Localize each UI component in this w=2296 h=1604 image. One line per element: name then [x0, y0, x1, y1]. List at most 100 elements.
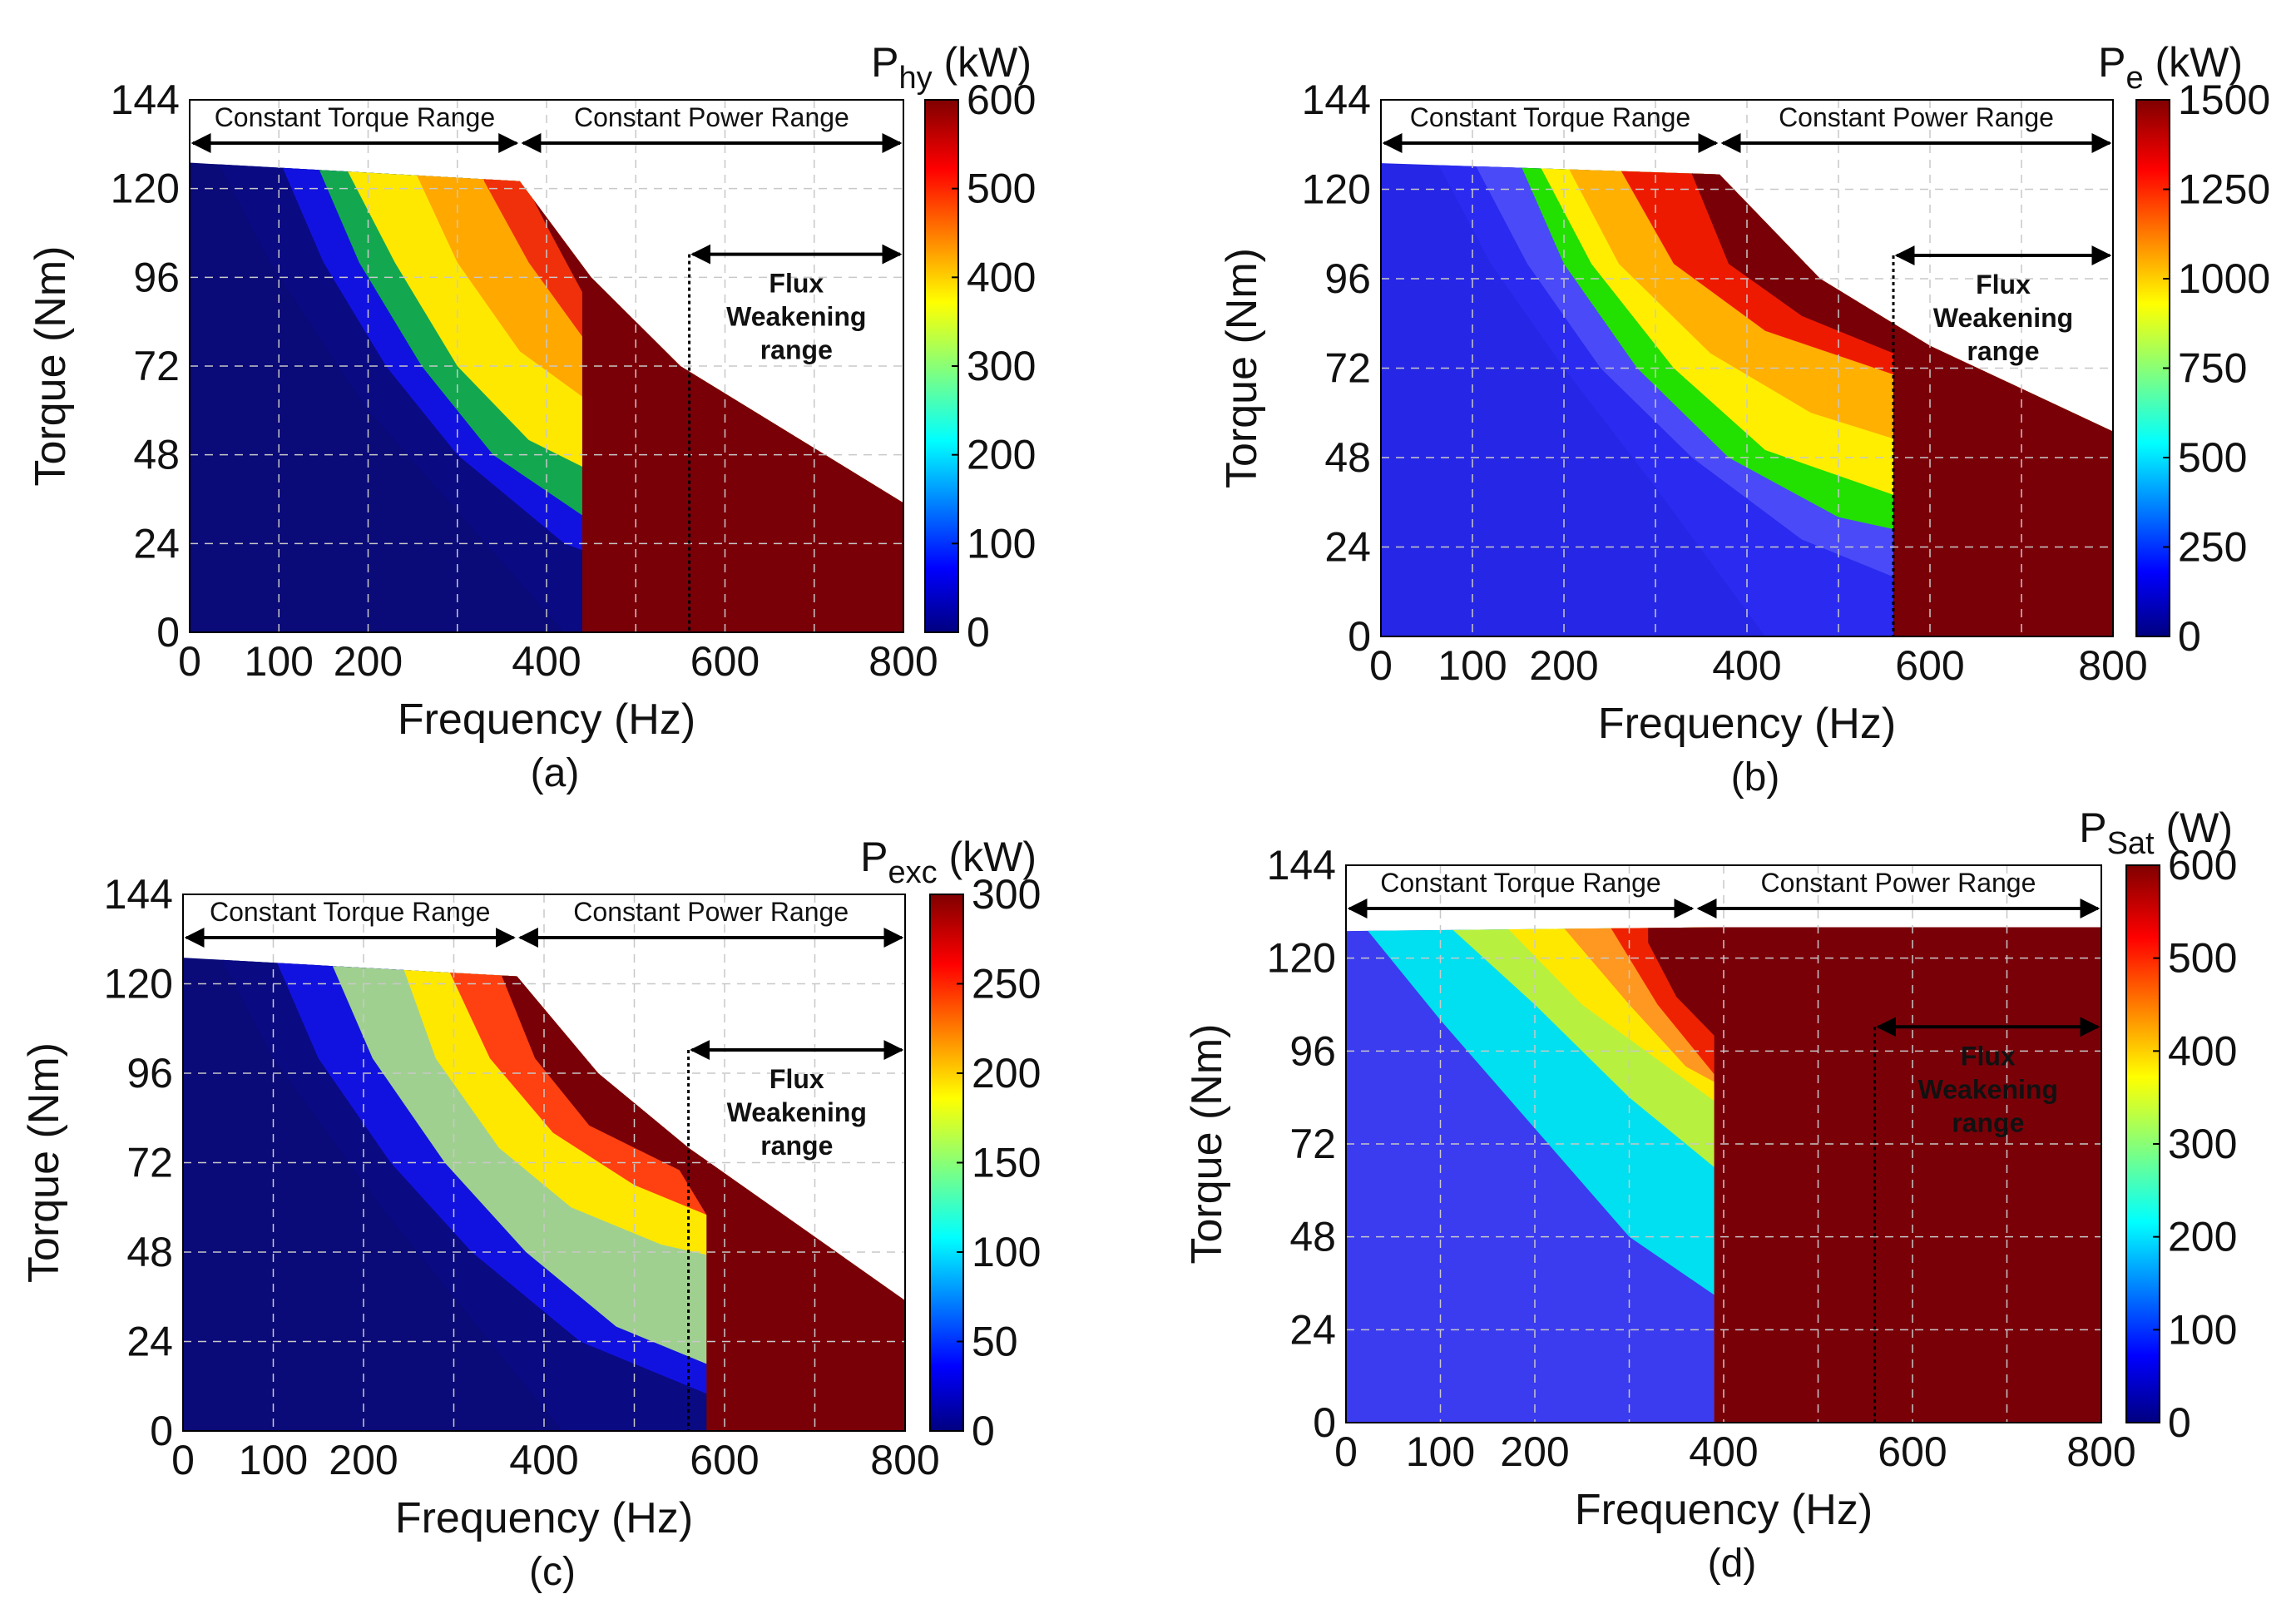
colorbar-tick-label: 150	[972, 1140, 1041, 1186]
constant-torque-label: Constant Torque Range	[1410, 102, 1690, 132]
colorbar-tick-label: 1500	[2178, 77, 2270, 123]
colorbar-tick-label: 300	[2168, 1121, 2237, 1167]
colorbar-tick-label: 400	[2168, 1027, 2237, 1074]
x-tick-label: 0	[171, 1437, 195, 1483]
x-tick-label: 600	[1878, 1428, 1947, 1475]
y-tick-label: 0	[1348, 613, 1371, 660]
colorbar-title: Pexc (kW)	[860, 834, 1037, 890]
plot-frame	[1380, 99, 2114, 637]
y-tick-label: 120	[111, 166, 180, 212]
heatmap-area	[1346, 865, 2101, 1423]
y-tick-label: 0	[156, 609, 180, 656]
flux-weakening-label: Weakening	[726, 302, 866, 332]
constant-torque-label: Constant Torque Range	[1380, 868, 1660, 898]
flux-weakening-label: Flux	[769, 1064, 824, 1094]
grid	[183, 894, 905, 1431]
x-tick-label: 0	[178, 638, 201, 685]
subplot-label: (a)	[531, 751, 580, 795]
subplot-a: Constant Torque Range Constant Power Rang…	[27, 39, 1036, 795]
y-tick-label: 0	[1313, 1399, 1336, 1446]
flux-weakening-label: Weakening	[1918, 1074, 2058, 1104]
constant-power-label: Constant Power Range	[1761, 868, 2036, 898]
y-tick-label: 48	[1324, 434, 1371, 481]
grid	[1381, 100, 2113, 636]
colorbar-tick-label: 1000	[2178, 255, 2270, 302]
x-axis-label: Frequency (Hz)	[398, 696, 695, 744]
y-tick-label: 96	[126, 1050, 173, 1097]
y-tick-label: 96	[133, 254, 180, 300]
colorbar-tick-label: 250	[2178, 524, 2247, 571]
y-tick-label: 120	[104, 961, 173, 1007]
y-tick-label: 96	[1324, 255, 1371, 302]
x-tick-label: 200	[1500, 1428, 1569, 1475]
colorbar-tick-label: 300	[972, 871, 1041, 918]
colorbar-tick-label: 600	[2168, 842, 2237, 889]
subplot-c: Constant Torque Range Constant Power Rang…	[20, 834, 1041, 1594]
x-tick-label: 0	[1334, 1428, 1358, 1475]
colorbar-tick-label: 300	[967, 343, 1036, 389]
y-tick-label: 24	[133, 520, 180, 567]
y-tick-label: 144	[1267, 842, 1336, 889]
x-tick-label: 600	[690, 1437, 759, 1483]
plot-frame	[1345, 864, 2102, 1423]
colorbar-title: PSat (W)	[2079, 804, 2233, 861]
colorbar-title: Phy (kW)	[871, 39, 1032, 96]
x-tick-label: 100	[1437, 642, 1507, 689]
colorbar-tick-label: 100	[2168, 1306, 2237, 1353]
colorbar-tick-label: 500	[2178, 434, 2247, 481]
colorbar-title: Pe (kW)	[2098, 39, 2243, 96]
colorbar-tick-label: 0	[972, 1408, 995, 1454]
x-tick-label: 400	[512, 638, 581, 685]
flux-weakening-label: Flux	[1961, 1041, 2016, 1071]
x-tick-label: 200	[329, 1437, 398, 1483]
constant-power-label: Constant Power Range	[573, 897, 849, 927]
x-tick-label: 100	[245, 638, 314, 685]
colorbar-tick-label: 100	[972, 1229, 1041, 1275]
x-tick-label: 600	[690, 638, 760, 685]
flux-weakening-label: range	[1952, 1107, 2024, 1137]
flux-weakening-label: range	[1967, 336, 2039, 366]
y-axis-label: Torque (Nm)	[27, 246, 75, 487]
constant-torque-label: Constant Torque Range	[215, 102, 495, 132]
y-tick-label: 72	[1289, 1121, 1336, 1167]
colorbar-tick-label: 200	[972, 1050, 1041, 1097]
x-tick-label: 100	[1406, 1428, 1475, 1475]
subplot-label: (b)	[1731, 755, 1780, 800]
flux-weakening-label: Weakening	[1933, 303, 2073, 333]
x-tick-label: 100	[239, 1437, 308, 1483]
y-tick-label: 120	[1302, 166, 1371, 213]
x-tick-label: 400	[509, 1437, 578, 1483]
x-tick-label: 200	[334, 638, 403, 685]
y-tick-label: 48	[1289, 1214, 1336, 1260]
y-tick-label: 24	[126, 1319, 173, 1365]
x-tick-label: 200	[1529, 642, 1598, 689]
colorbar-tick-label: 0	[2178, 613, 2201, 660]
y-axis-label: Torque (Nm)	[20, 1042, 68, 1283]
plot-frame	[182, 894, 906, 1432]
y-tick-label: 48	[126, 1229, 173, 1275]
y-tick-label: 72	[1324, 345, 1371, 392]
colorbar-tick-label: 100	[967, 520, 1036, 567]
y-tick-label: 144	[104, 871, 173, 918]
grid	[1346, 865, 2101, 1423]
flux-weakening-label: Weakening	[727, 1097, 867, 1127]
x-tick-label: 0	[1369, 642, 1393, 689]
flux-weakening-label: Flux	[769, 269, 824, 299]
colorbar-tick-label: 250	[972, 961, 1041, 1007]
plot-frame	[189, 99, 904, 633]
subplot-d: Constant Torque Range Constant Power Rang…	[1183, 804, 2237, 1586]
y-tick-label: 24	[1324, 524, 1371, 571]
constant-torque-label: Constant Torque Range	[210, 897, 490, 927]
y-axis-label: Torque (Nm)	[1183, 1024, 1231, 1265]
subplot-label: (d)	[1708, 1542, 1757, 1586]
x-tick-label: 800	[868, 638, 938, 685]
colorbar-tick-label: 200	[967, 432, 1036, 478]
flux-weakening-label: range	[760, 1131, 833, 1161]
y-tick-label: 0	[150, 1408, 173, 1454]
y-tick-label: 24	[1289, 1306, 1336, 1353]
constant-power-label: Constant Power Range	[574, 102, 849, 132]
y-tick-label: 72	[133, 343, 180, 389]
colorbar-tick-label: 500	[967, 166, 1036, 212]
x-axis-label: Frequency (Hz)	[395, 1494, 693, 1542]
